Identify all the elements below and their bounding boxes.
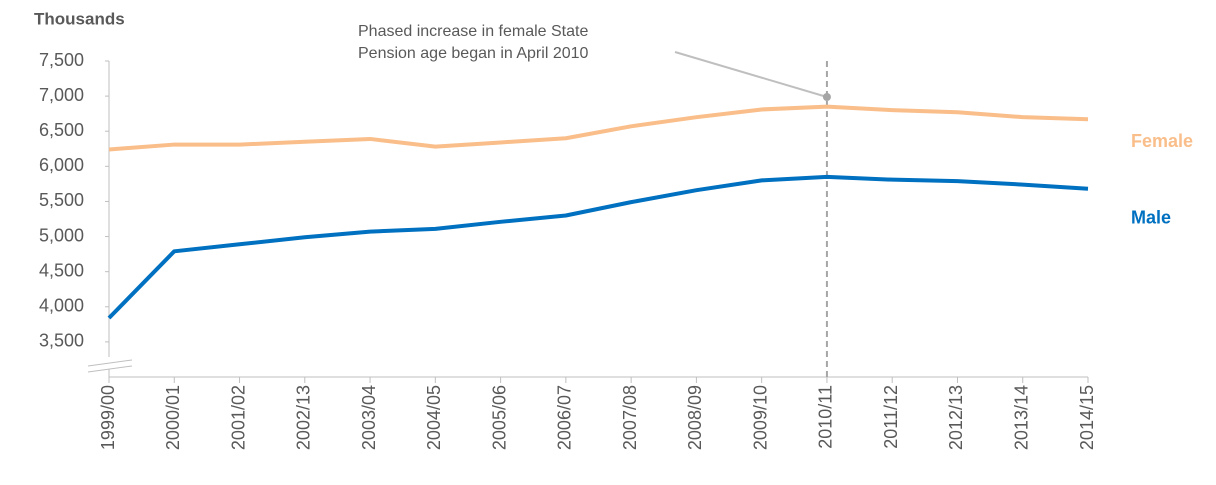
x-tick-label: 2007/08 bbox=[620, 385, 640, 450]
annotation-leader bbox=[674, 51, 828, 98]
y-tick-label: 3,500 bbox=[39, 331, 84, 351]
x-tick-label: 2010/11 bbox=[816, 385, 836, 449]
x-tick-label: 2014/15 bbox=[1077, 385, 1097, 450]
x-tick-label: 2003/04 bbox=[359, 385, 379, 450]
x-tick-label: 2012/13 bbox=[946, 385, 966, 450]
annotation: Pension age began in April 2010 bbox=[358, 45, 589, 62]
x-tick-label: 2005/06 bbox=[489, 385, 509, 450]
series-label: Female bbox=[1131, 131, 1193, 151]
annotation: Phased increase in female State bbox=[358, 23, 588, 40]
x-tick-label: 2013/14 bbox=[1011, 385, 1031, 450]
y-tick-label: 7,500 bbox=[39, 50, 84, 70]
x-tick-label: 2006/07 bbox=[555, 385, 575, 450]
x-tick-label: 2004/05 bbox=[424, 385, 444, 450]
x-tick-label: 2009/10 bbox=[750, 385, 770, 450]
x-tick-label: 2002/13 bbox=[294, 385, 314, 450]
x-tick-label: 1999/00 bbox=[98, 385, 118, 450]
axis-break bbox=[87, 359, 133, 373]
series-line bbox=[108, 104, 1089, 152]
x-tick-label: 2008/09 bbox=[685, 385, 705, 450]
x-tick-label: 2001/02 bbox=[228, 385, 248, 450]
series-label: Male bbox=[1131, 208, 1171, 228]
x-tick-label: 2011/12 bbox=[881, 385, 901, 449]
y-tick-label: 6,000 bbox=[39, 155, 84, 175]
y-tick-label: 6,500 bbox=[39, 120, 84, 140]
y-tick-label: 4,000 bbox=[39, 296, 84, 316]
y-axis-label: Thousands bbox=[34, 9, 125, 28]
y-tick-label: 5,500 bbox=[39, 190, 84, 210]
series-line bbox=[107, 174, 1089, 320]
annotation-dot bbox=[822, 93, 831, 101]
y-tick-label: 5,000 bbox=[39, 225, 84, 245]
y-tick-label: 4,500 bbox=[39, 260, 84, 280]
y-tick-label: 7,000 bbox=[39, 85, 84, 105]
x-tick-label: 2000/01 bbox=[163, 385, 183, 450]
